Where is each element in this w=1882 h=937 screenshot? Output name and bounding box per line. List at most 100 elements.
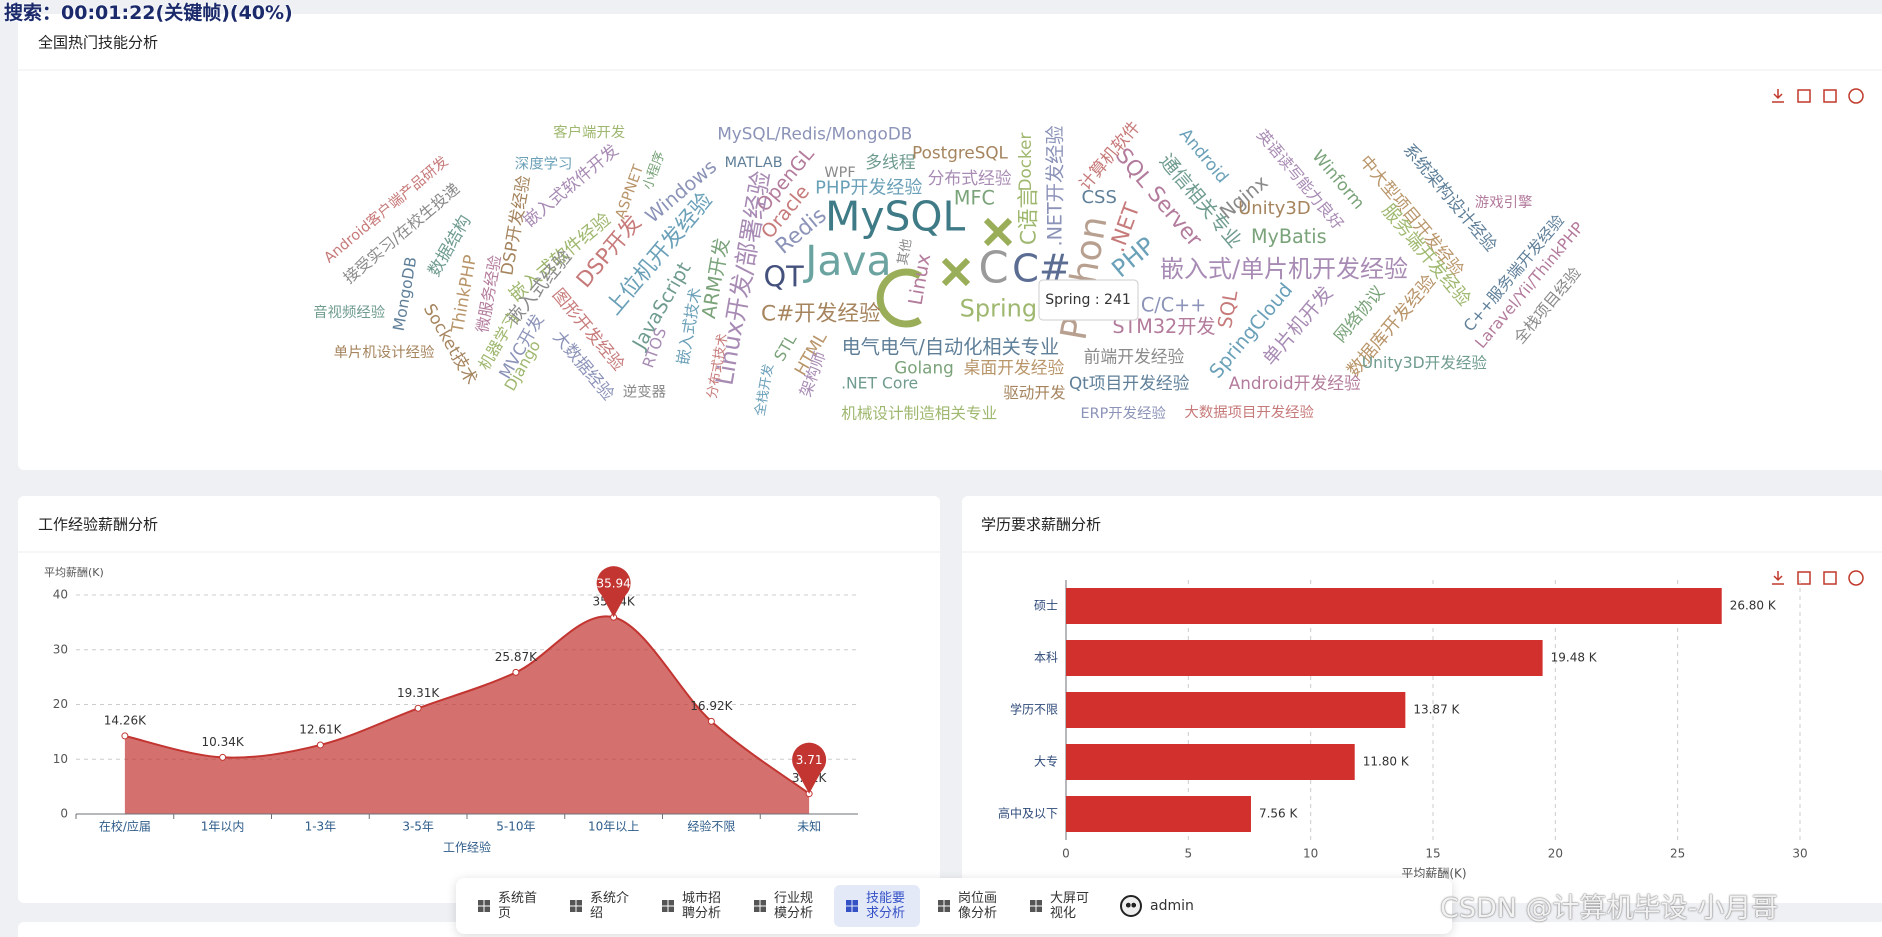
cloud-word: PHP开发经验 (815, 177, 922, 198)
y-tick-label: 大专 (1034, 754, 1058, 769)
point (316, 741, 324, 749)
cloud-word: 客户端开发 (553, 124, 625, 141)
area (124, 616, 810, 814)
nav-icon (938, 900, 950, 912)
cloud-word: Spring (960, 295, 1037, 323)
x-tick-label: 20 (1548, 847, 1563, 861)
cloud-word: C/C++ (1141, 294, 1206, 317)
nav-icon (846, 900, 858, 912)
value-label: 25.87K (495, 650, 538, 664)
x-tick-label: 0 (1062, 847, 1070, 861)
user-name: admin (1150, 898, 1194, 914)
value-label: 16.92K (690, 699, 733, 713)
point (414, 704, 422, 712)
cloud-word: 嵌入式/单片机开发经验 (1160, 255, 1408, 283)
nav-bar: 系统首页 系统介绍 城市招聘分析 行业规模分析 技能要求分析 岗位画像分析 大屏可视化 adm… (456, 878, 1452, 934)
cloud-word: STM32开发 (1112, 315, 1215, 338)
nav-item[interactable]: 行业规模分析 (742, 885, 828, 927)
value-label: 7.56 K (1259, 807, 1299, 821)
nav-label: 系统介绍 (590, 891, 630, 921)
nav-item[interactable]: 系统介绍 (558, 885, 644, 927)
bar (1066, 692, 1406, 728)
cloud-word: Unity3D (1238, 198, 1311, 219)
nav-label: 技能要求分析 (866, 891, 906, 921)
user-menu[interactable]: admin (1120, 895, 1194, 917)
value-label: 10.34K (202, 735, 245, 749)
cloud-word: CSS (1081, 187, 1116, 208)
line (124, 615, 810, 795)
y-axis-name: 平均薪酬(K) (44, 566, 104, 579)
education-chart: 0 5 10 15 20 25 30 26.80 K 硕士 19.48 K 本科 13.87 K 学历不… (998, 580, 1808, 881)
pin-label: 3.71 (796, 753, 823, 767)
x-tick-label: 在校/应届 (99, 819, 151, 834)
cloud-word: 大数据项目开发经验 (1184, 404, 1314, 421)
value-label: 12.61K (299, 722, 342, 736)
nav-item[interactable]: 系统首页 (466, 885, 552, 927)
nav-item[interactable]: 技能要求分析 (834, 885, 920, 927)
cloud-word: ERP开发经验 (1081, 405, 1166, 422)
x-tick-label: 25 (1670, 847, 1685, 861)
cloud-word: MySQL (825, 193, 965, 241)
watermark: CSDN @计算机毕设-小月哥 (1440, 893, 1779, 924)
cloud-word: Java (802, 237, 891, 285)
y-tick-label: 本科 (1034, 651, 1058, 665)
point (219, 753, 227, 761)
x-tick-label: 未知 (797, 820, 821, 834)
cloud-word: C#开发经验 (761, 301, 881, 326)
cloud-word: 其他 (895, 238, 915, 267)
bar (1066, 588, 1722, 624)
y-tick-label: 高中及以下 (998, 806, 1058, 821)
nav-item[interactable]: 大屏可视化 (1018, 885, 1104, 927)
value-label: 11.80 K (1363, 755, 1410, 769)
tool-icon (1797, 89, 1811, 103)
cloud-word: 深度学习 (515, 155, 573, 172)
y-tick-label: 30 (53, 642, 68, 656)
nav-item[interactable]: 岗位画像分析 (926, 885, 1012, 927)
tool-icon (1823, 89, 1837, 103)
cloud-word: MATLAB (725, 155, 783, 171)
nav-icon (478, 900, 490, 912)
x-tick-label: 15 (1425, 847, 1440, 861)
x-tick-label: 1-3年 (305, 820, 337, 834)
x-tick-label: 10 (1303, 847, 1318, 861)
search-overlay: 搜索：00:01:22(关键帧)(40%) (4, 2, 293, 24)
x-axis-name: 平均薪酬(K) (1401, 867, 1466, 881)
y-tick-label: 学历不限 (1010, 702, 1058, 717)
toolbox (1772, 88, 1864, 586)
x-tick-label: 5 (1185, 847, 1193, 861)
value-label: 19.48 K (1551, 651, 1598, 665)
panel-title: 学历要求薪酬分析 (981, 516, 1101, 534)
nav-label: 行业规模分析 (774, 891, 814, 921)
value-label: 14.26K (104, 713, 147, 727)
cloud-word: MFC (954, 187, 995, 210)
cloud-word: 单片机设计经验 (334, 344, 435, 361)
y-tick-label: 0 (60, 807, 68, 821)
y-tick-label: 10 (53, 752, 68, 766)
mark-pin (596, 566, 631, 618)
x-tick-label: 1年以内 (201, 820, 245, 834)
nav-label: 岗位画像分析 (958, 891, 998, 921)
point (707, 717, 715, 725)
nav-label: 大屏可视化 (1050, 891, 1090, 921)
mark-pin (792, 742, 827, 794)
nav-item[interactable]: 城市招聘分析 (650, 885, 736, 927)
y-tick-label: 硕士 (1034, 599, 1058, 613)
nav-label: 系统首页 (498, 891, 538, 921)
skills-panel (18, 14, 1882, 470)
nav-icon (662, 900, 674, 912)
cloud-word: 逆变器 (623, 383, 666, 400)
panel-title: 工作经验薪酬分析 (38, 516, 158, 534)
cloud-word: 前端开发经验 (1084, 347, 1185, 367)
cloud-word: QT (763, 259, 804, 293)
x-tick-label: 30 (1792, 847, 1807, 861)
x-tick-label: 3-5年 (402, 820, 434, 834)
value-label: 13.87 K (1413, 703, 1460, 717)
nav-icon (754, 900, 766, 912)
cloud-word: C语言 (1017, 187, 1042, 245)
cloud-word: 游戏引擎 (1475, 194, 1533, 211)
x-tick-label: 10年以上 (588, 820, 639, 834)
x-tick-label: 5-10年 (496, 820, 535, 834)
cloud-word: 桌面开发经验 (964, 357, 1065, 377)
